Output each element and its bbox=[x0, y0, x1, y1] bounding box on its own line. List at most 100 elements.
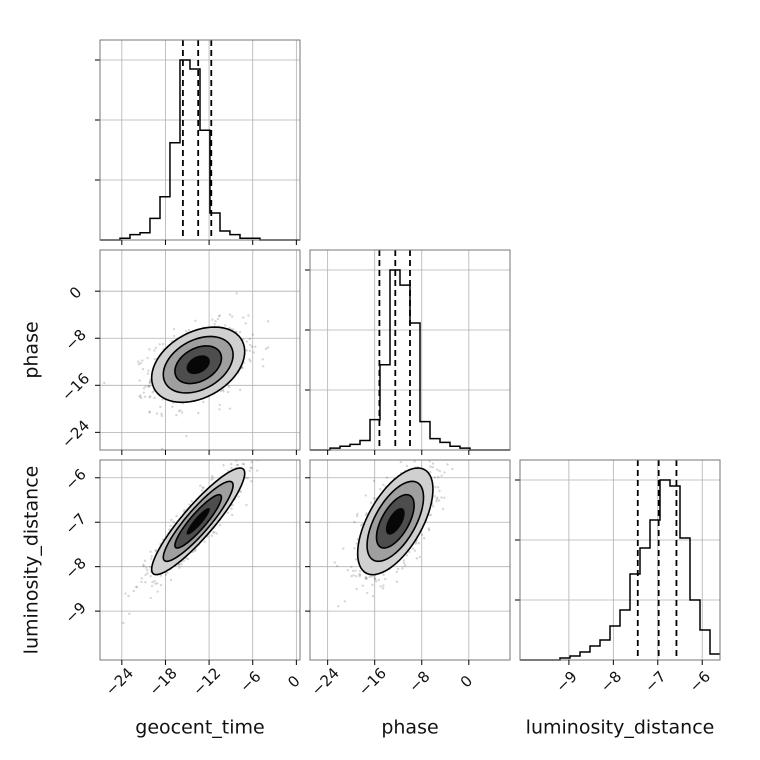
sample-point bbox=[148, 396, 151, 399]
sample-point bbox=[194, 319, 197, 323]
sample-point bbox=[436, 496, 439, 499]
x-tick-label: −16 bbox=[355, 664, 390, 699]
x-tick-label: 0 bbox=[457, 672, 476, 691]
sample-point bbox=[159, 574, 163, 577]
sample-point bbox=[355, 514, 359, 518]
sample-point bbox=[230, 315, 234, 318]
x-tick-label: −9 bbox=[552, 667, 580, 695]
sample-point bbox=[395, 570, 398, 574]
x-tick-label: −24 bbox=[308, 664, 343, 699]
sample-point bbox=[215, 532, 218, 535]
sample-point bbox=[148, 411, 151, 414]
sample-point bbox=[151, 580, 154, 584]
sample-point bbox=[155, 412, 159, 415]
sample-point bbox=[248, 337, 251, 341]
sample-point bbox=[145, 566, 148, 569]
sample-point bbox=[137, 362, 141, 366]
sample-point bbox=[351, 569, 355, 573]
sample-point bbox=[139, 394, 142, 397]
sample-point bbox=[175, 414, 178, 417]
sample-point bbox=[365, 512, 368, 515]
sample-point bbox=[358, 570, 362, 573]
sample-point bbox=[342, 547, 345, 550]
sample-point bbox=[366, 591, 369, 595]
sample-point bbox=[354, 569, 357, 572]
sample-point bbox=[368, 575, 371, 579]
sample-point bbox=[441, 507, 445, 511]
sample-point bbox=[213, 531, 216, 534]
sample-point bbox=[138, 379, 141, 382]
sample-point bbox=[371, 583, 374, 587]
sample-point bbox=[402, 559, 406, 562]
sample-point bbox=[224, 324, 227, 327]
sample-point bbox=[202, 400, 205, 404]
sample-point bbox=[236, 463, 240, 467]
sample-point bbox=[431, 462, 435, 465]
x-tick-label: −18 bbox=[146, 664, 181, 699]
sample-point bbox=[373, 577, 377, 580]
sample-point bbox=[140, 577, 144, 580]
sample-point bbox=[150, 584, 154, 588]
sample-point bbox=[358, 573, 361, 576]
sample-point bbox=[250, 466, 253, 470]
panel-content bbox=[103, 292, 270, 450]
sample-point bbox=[137, 360, 140, 363]
sample-point bbox=[244, 476, 248, 479]
sample-point bbox=[405, 464, 409, 468]
sample-point bbox=[160, 447, 164, 450]
sample-point bbox=[353, 547, 356, 550]
panel-geocent_time-vs-phase: −24 −16 −8 0 bbox=[58, 249, 301, 455]
sample-point bbox=[148, 565, 152, 569]
y-tick-label: −16 bbox=[58, 369, 93, 404]
panel-frame bbox=[309, 249, 511, 451]
sample-point bbox=[346, 568, 350, 572]
sample-point bbox=[235, 460, 238, 463]
sample-point bbox=[168, 528, 171, 531]
y-tick-label: −7 bbox=[61, 510, 89, 538]
sample-point bbox=[148, 384, 151, 387]
sample-point bbox=[434, 485, 437, 489]
sample-point bbox=[217, 315, 221, 318]
sample-point bbox=[361, 584, 364, 587]
sample-point bbox=[358, 575, 361, 578]
sample-point bbox=[266, 346, 270, 349]
sample-point bbox=[381, 587, 385, 590]
sample-point bbox=[395, 580, 399, 583]
sample-point bbox=[231, 503, 234, 507]
sample-point bbox=[193, 549, 197, 553]
sample-point bbox=[202, 486, 205, 490]
sample-point bbox=[364, 575, 368, 579]
sample-point bbox=[443, 496, 446, 499]
sample-point bbox=[150, 557, 153, 561]
sample-point bbox=[369, 501, 373, 505]
panel-frame bbox=[99, 39, 301, 241]
sample-point bbox=[403, 564, 407, 567]
sample-point bbox=[417, 542, 421, 545]
panel-frame bbox=[99, 459, 301, 661]
sample-point bbox=[172, 327, 176, 331]
sample-point bbox=[249, 466, 252, 469]
sample-point bbox=[423, 454, 425, 456]
sample-point bbox=[171, 405, 174, 408]
sample-point bbox=[222, 464, 225, 467]
sample-point bbox=[146, 572, 149, 575]
sample-point bbox=[169, 524, 172, 527]
contour-level bbox=[186, 508, 210, 535]
panel-frame bbox=[99, 249, 301, 451]
sample-point bbox=[127, 594, 130, 598]
y-axis-label-luminosity_distance: luminosity_distance bbox=[21, 466, 43, 655]
sample-point bbox=[235, 463, 239, 467]
sample-point bbox=[185, 434, 188, 438]
sample-point bbox=[135, 585, 139, 589]
histogram-luminosity_distance: −9 −8 −7 −6 bbox=[515, 459, 721, 696]
y-tick-label: 0 bbox=[66, 283, 85, 302]
sample-point bbox=[169, 578, 173, 582]
sample-point bbox=[440, 474, 443, 477]
sample-point bbox=[250, 479, 253, 483]
sample-point bbox=[343, 600, 347, 603]
sample-point bbox=[246, 477, 250, 480]
panel-frame bbox=[519, 459, 721, 661]
sample-point bbox=[156, 590, 159, 593]
sample-point bbox=[374, 580, 378, 583]
sample-point bbox=[140, 580, 143, 584]
